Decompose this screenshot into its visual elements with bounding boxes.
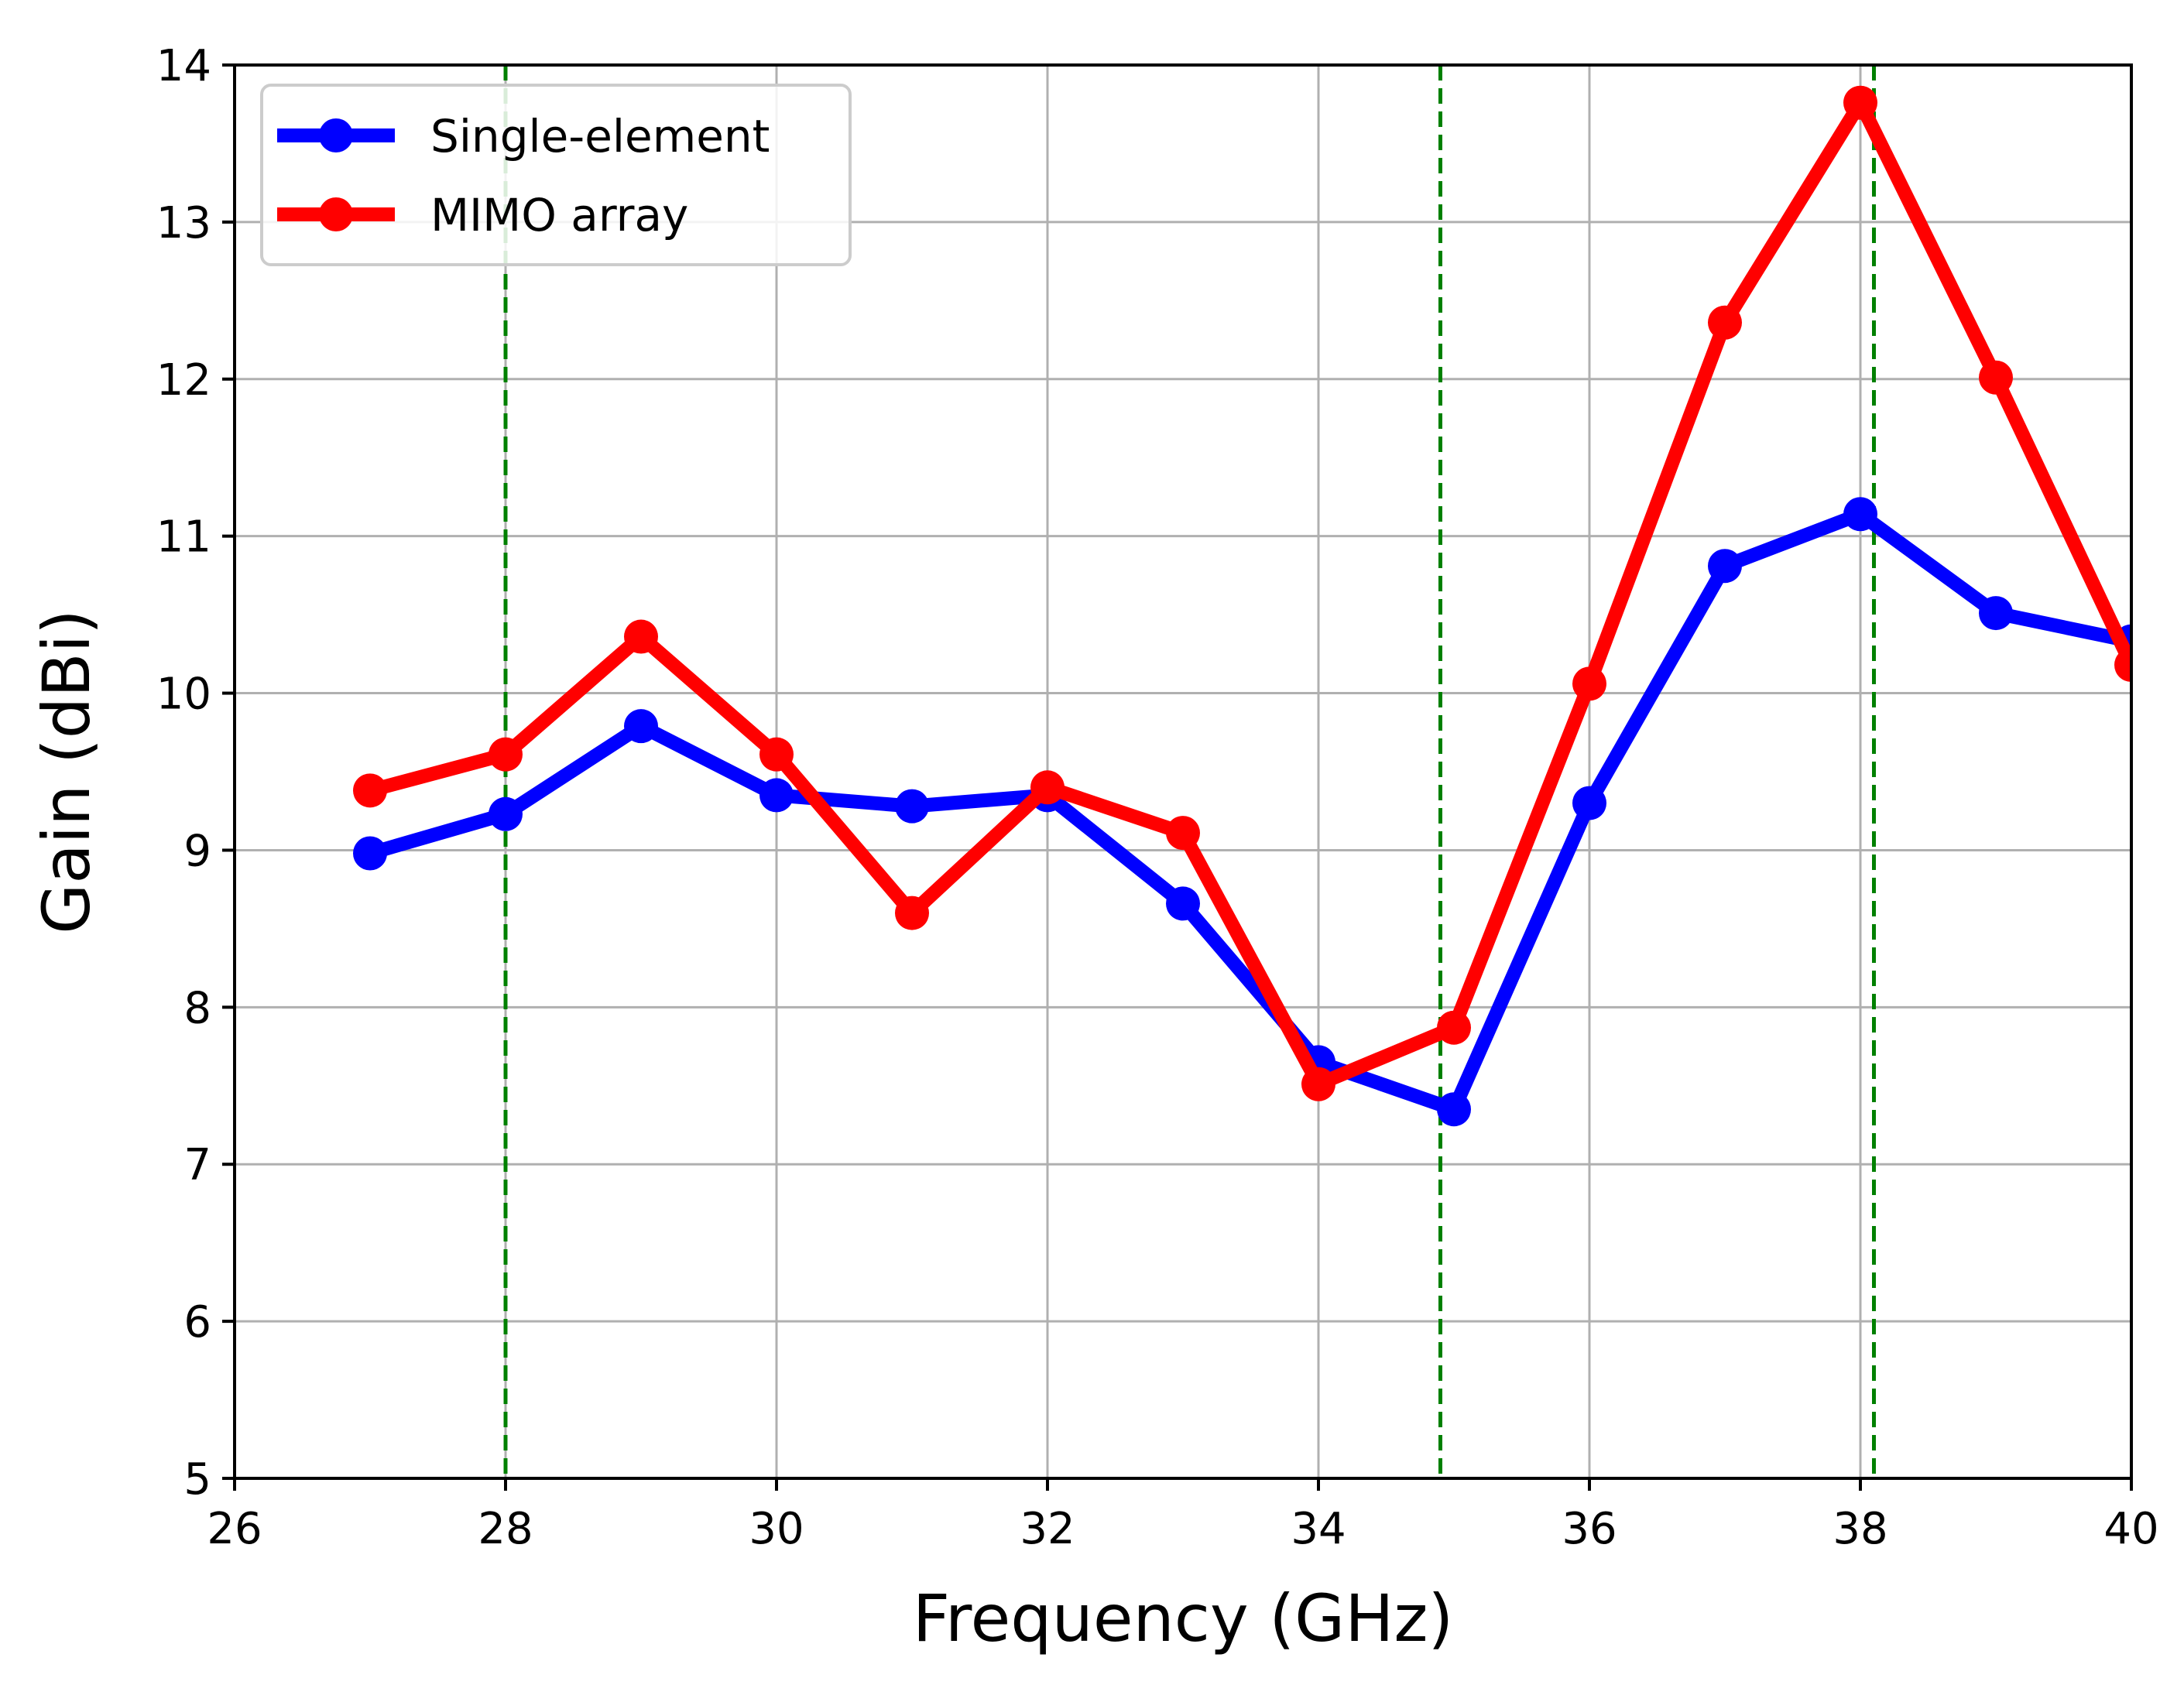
series-line-mimo-array [363, 95, 2131, 1091]
data-point [1843, 497, 1877, 532]
y-tick-label: 8 [183, 983, 211, 1033]
y-tick-label: 5 [183, 1454, 211, 1505]
data-point [1708, 305, 1742, 340]
data-point [759, 778, 794, 813]
data-point [895, 789, 929, 824]
data-point [1572, 786, 1606, 820]
data-point [1437, 1010, 1471, 1045]
legend-box [260, 84, 852, 266]
y-tick-label: 11 [156, 512, 211, 563]
x-tick-label: 30 [749, 1504, 804, 1554]
x-tick-label: 26 [207, 1504, 262, 1554]
y-tick-label: 7 [183, 1140, 211, 1190]
y-tick-label: 10 [156, 670, 211, 720]
series-single-element [353, 497, 2131, 1127]
data-point [489, 796, 523, 831]
data-point [1030, 770, 1065, 805]
data-point [1843, 85, 1877, 120]
axis-ticks: 26 28 30 32 34 36 38 40 5 6 7 8 9 10 11 12 13 14 [156, 41, 2159, 1554]
series-line-single-element [363, 507, 2131, 1117]
y-tick-label: 9 [183, 826, 211, 876]
x-tick-label: 32 [1020, 1504, 1075, 1554]
plot-frame [233, 63, 2133, 1480]
data-point [489, 737, 523, 772]
legend-marker-mimo-array [319, 197, 353, 231]
data-point [624, 709, 658, 744]
data-point [1166, 886, 1200, 921]
x-tick-label: 28 [478, 1504, 533, 1554]
y-tick-label: 6 [183, 1297, 211, 1348]
y-tick-label: 14 [156, 41, 211, 91]
x-tick-label: 40 [2103, 1504, 2158, 1554]
legend: Single-element MIMO array [260, 84, 852, 266]
y-tick-label: 13 [156, 198, 211, 248]
legend-entry-mimo-array: MIMO array [277, 189, 688, 241]
legend-label-single-element: Single-element [430, 110, 770, 163]
data-point [1979, 596, 2013, 631]
x-tick-label: 34 [1291, 1504, 1346, 1554]
data-point [1979, 360, 2013, 395]
y-tick-label: 12 [156, 355, 211, 406]
y-axis-label: Gain (dBi) [29, 609, 105, 934]
data-point [1301, 1067, 1335, 1101]
data-point [1572, 666, 1606, 701]
data-point [353, 836, 387, 871]
data-point [895, 896, 929, 930]
data-point [353, 773, 387, 808]
data-point [2114, 648, 2131, 683]
data-point [759, 737, 794, 772]
legend-label-mimo-array: MIMO array [430, 189, 688, 241]
x-tick-label: 38 [1833, 1504, 1887, 1554]
data-point [624, 619, 658, 654]
data-point [1437, 1092, 1471, 1127]
series-mimo-array [353, 85, 2131, 1101]
legend-marker-single-element [319, 118, 353, 152]
x-axis-label: Frequency (GHz) [913, 1581, 1454, 1656]
data-series [353, 85, 2131, 1127]
data-point [1166, 816, 1200, 851]
data-point [1708, 549, 1742, 584]
vertical-reference-lines [503, 65, 1876, 1478]
legend-entry-single-element: Single-element [277, 110, 770, 163]
x-tick-label: 36 [1562, 1504, 1617, 1554]
